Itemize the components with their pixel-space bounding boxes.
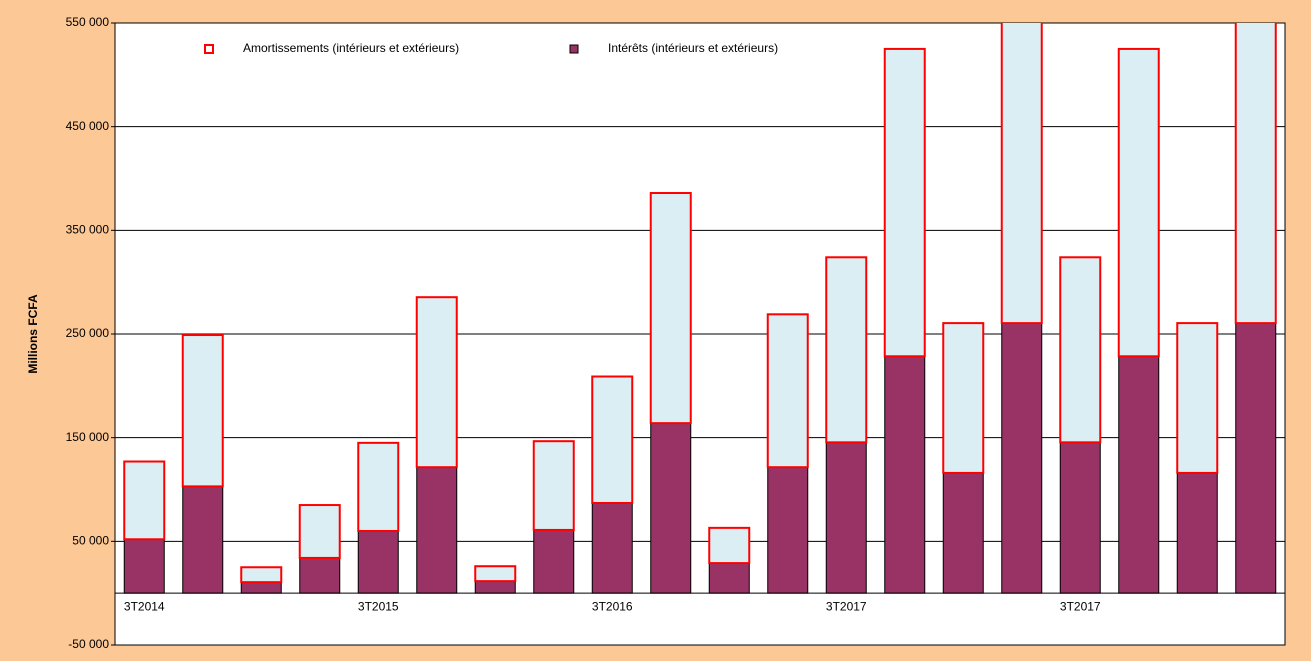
y-tick-label: 350 000 bbox=[66, 223, 110, 237]
bar-segment bbox=[240, 566, 283, 584]
x-tick-label: 3T2017 bbox=[826, 599, 867, 613]
x-tick-label: 3T2016 bbox=[592, 599, 633, 613]
bar-segment bbox=[1176, 322, 1219, 474]
y-tick-label: 50 000 bbox=[72, 534, 109, 548]
bar-segment bbox=[1001, 322, 1043, 594]
bar-segment bbox=[298, 504, 341, 559]
bar-segment bbox=[1000, 23, 1043, 325]
bar-segment bbox=[591, 375, 634, 504]
bar-segment bbox=[942, 472, 984, 594]
bar-segment bbox=[1235, 322, 1277, 594]
bar-segment bbox=[299, 557, 341, 594]
bar-segment bbox=[416, 466, 458, 594]
bar-segment bbox=[181, 334, 224, 488]
bar-segment bbox=[942, 322, 985, 474]
bar-segment bbox=[591, 502, 633, 594]
legend-swatch bbox=[204, 44, 214, 54]
bar-segment bbox=[825, 441, 867, 594]
bar-segment bbox=[533, 529, 575, 594]
bar-segment bbox=[825, 256, 868, 444]
bar-segment bbox=[1059, 441, 1101, 594]
bar-segment bbox=[884, 355, 926, 594]
bar-segment bbox=[766, 313, 809, 469]
bar-segment bbox=[123, 460, 166, 541]
x-tick-label: 3T2014 bbox=[124, 599, 165, 613]
bar-segment bbox=[1117, 47, 1160, 358]
bar-segment bbox=[1176, 472, 1218, 594]
legend-label: Amortissements (intérieurs et extérieurs… bbox=[243, 41, 459, 55]
bar-segment bbox=[1234, 23, 1277, 325]
bar-segment bbox=[708, 526, 751, 565]
bar-segment bbox=[240, 581, 282, 594]
bar-segment bbox=[1118, 355, 1160, 594]
y-tick-label: -50 000 bbox=[68, 637, 109, 651]
bar-segment bbox=[123, 538, 165, 594]
bar-segment bbox=[767, 466, 809, 594]
bar-segment bbox=[649, 192, 692, 425]
bar-segment bbox=[474, 580, 516, 594]
y-tick-label: 550 000 bbox=[66, 15, 110, 29]
bar-segment bbox=[650, 422, 692, 594]
bar-segment bbox=[532, 440, 575, 531]
x-tick-label: 3T2015 bbox=[358, 599, 399, 613]
y-axis-label: Millions FCFA bbox=[26, 294, 40, 374]
bar-segment bbox=[357, 530, 399, 594]
bar-segment bbox=[474, 565, 517, 583]
legend-label: Intérêts (intérieurs et extérieurs) bbox=[608, 41, 778, 55]
y-tick-label: 450 000 bbox=[66, 119, 110, 133]
bar-segment bbox=[883, 47, 926, 358]
legend-swatch bbox=[569, 44, 579, 54]
bar-segment bbox=[708, 562, 750, 594]
bar-segment bbox=[1059, 256, 1102, 444]
bar-segment bbox=[415, 296, 458, 469]
bar-segment bbox=[357, 441, 400, 532]
y-tick-label: 150 000 bbox=[66, 430, 110, 444]
bar-segment bbox=[182, 485, 224, 594]
y-tick-label: 250 000 bbox=[66, 326, 110, 340]
x-tick-label: 3T2017 bbox=[1060, 599, 1101, 613]
